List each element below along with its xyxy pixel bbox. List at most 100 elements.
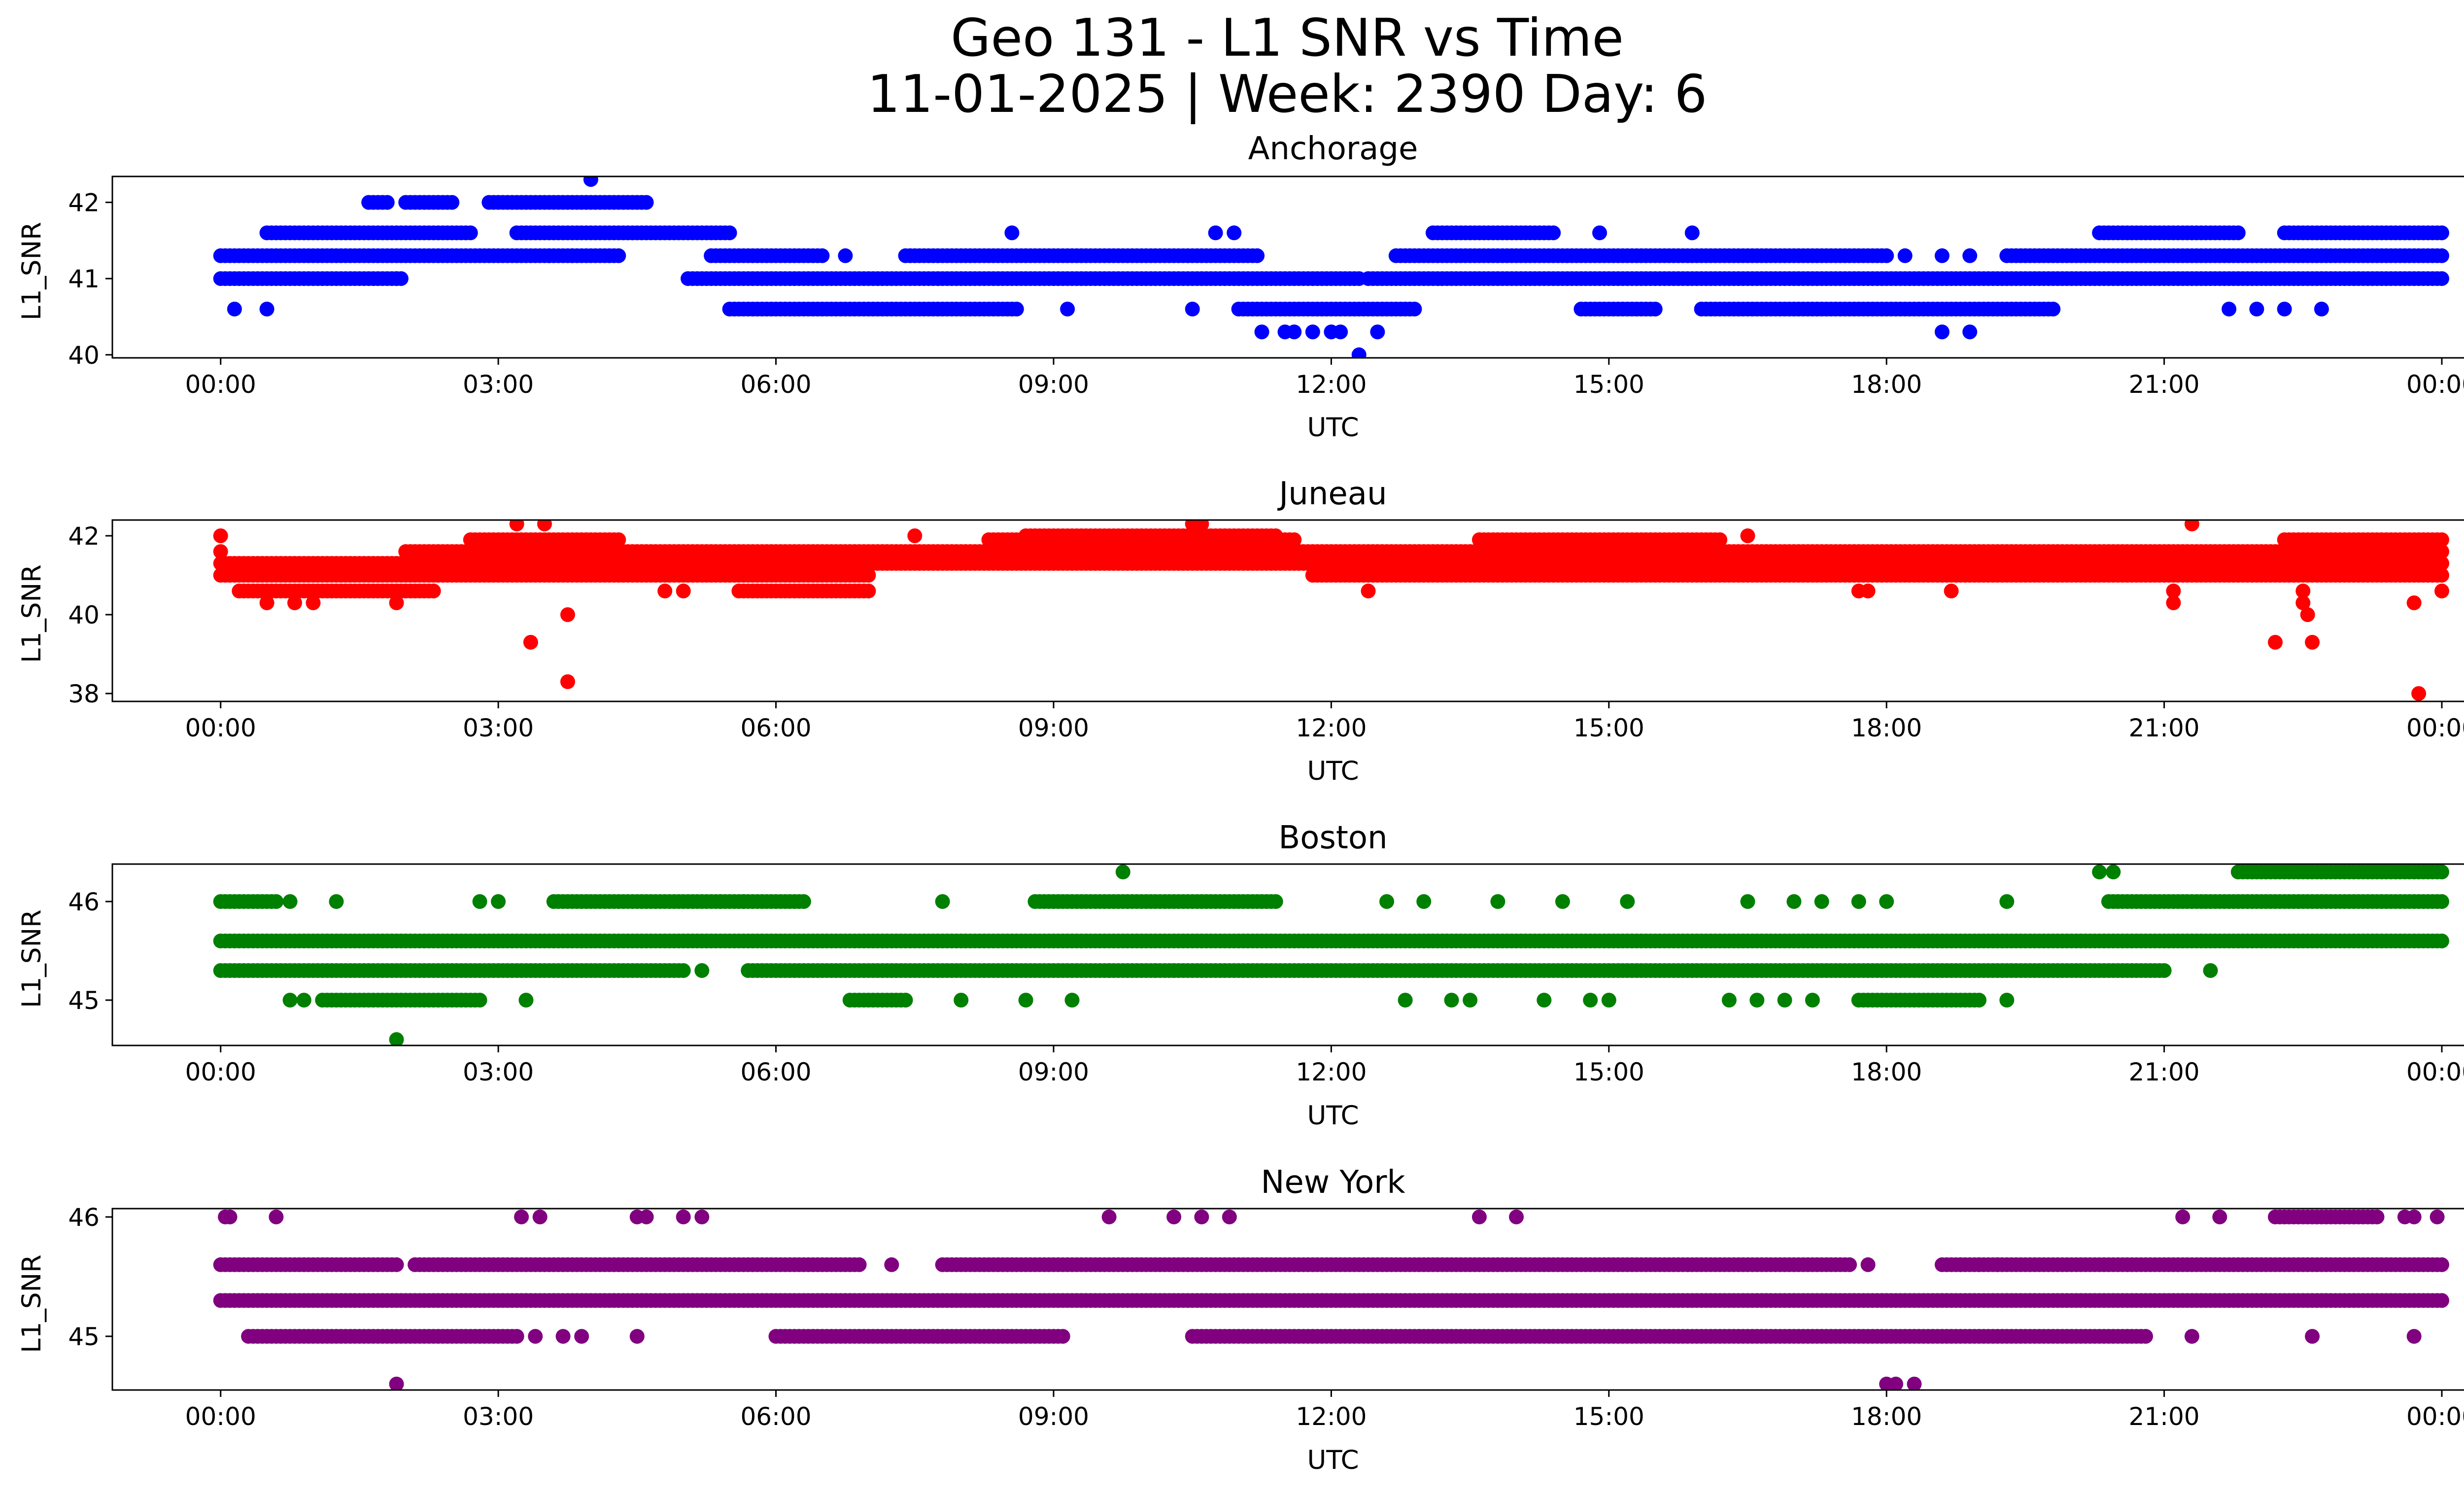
- data-points: [213, 1209, 2449, 1390]
- data-point: [713, 894, 728, 909]
- data-point: [2305, 635, 2320, 650]
- panel-boston: Boston L1_SNR UTC 00:00 03:00 06:00 09:00 12…: [17, 820, 2464, 1131]
- data-point: [2434, 568, 2449, 583]
- x-tick-label: 00:00: [185, 1058, 256, 1086]
- data-point: [1490, 894, 1506, 909]
- data-point: [1148, 963, 1163, 978]
- data-point: [2268, 635, 2283, 650]
- data-point: [1115, 865, 1130, 879]
- data-point: [935, 894, 950, 909]
- axes-frame: [111, 175, 2464, 359]
- data-point: [259, 595, 274, 610]
- data-point: [2106, 865, 2121, 879]
- data-point: [1194, 520, 1209, 531]
- data-point: [2434, 894, 2449, 909]
- data-point: [2249, 302, 2264, 316]
- data-point: [491, 894, 506, 909]
- data-point: [639, 195, 654, 210]
- data-point: [1398, 993, 1413, 1008]
- data-point: [907, 528, 923, 543]
- data-point: [2156, 963, 2172, 978]
- data-point: [389, 1032, 404, 1045]
- x-axis-label: UTC: [1307, 756, 1359, 786]
- figure-title-line1: Geo 131 - L1 SNR vs Time: [951, 8, 1624, 68]
- x-tick-label: 12:00: [1296, 714, 1367, 742]
- data-point: [1370, 324, 1385, 340]
- data-point: [2184, 520, 2199, 531]
- data-point: [1749, 993, 1765, 1008]
- data-point: [2295, 595, 2311, 610]
- data-point: [389, 595, 404, 610]
- data-point: [1537, 993, 1552, 1008]
- data-point: [2046, 302, 2061, 316]
- data-point: [426, 584, 441, 598]
- panel-anchorage: Anchorage L1_SNR UTC 00:00 03:00 06:00 09:0…: [17, 131, 2464, 443]
- data-point: [861, 568, 876, 583]
- data-point: [1287, 324, 1302, 340]
- data-point: [2222, 302, 2237, 316]
- x-tick-label: 12:00: [1296, 370, 1367, 399]
- data-point: [565, 248, 580, 263]
- data-point: [861, 584, 876, 598]
- data-point: [1287, 532, 1302, 547]
- panel-title: Anchorage: [1248, 131, 1418, 167]
- panel-new-york: New York L1_SNR UTC 00:00 03:00 06:00 09:00…: [17, 1164, 2464, 1475]
- data-point: [1018, 993, 1033, 1008]
- y-axis-label: L1_SNR: [17, 1254, 47, 1353]
- data-point: [1786, 894, 1802, 909]
- data-point: [1712, 532, 1728, 547]
- x-tick-label: 00:00: [185, 714, 256, 742]
- data-point: [2434, 544, 2449, 559]
- data-point: [2300, 607, 2315, 622]
- data-point: [1254, 324, 1269, 340]
- y-tick-label: 42: [68, 189, 100, 217]
- data-point: [1268, 528, 1283, 543]
- data-point: [296, 993, 311, 1008]
- x-tick-label: 15:00: [1574, 714, 1644, 742]
- data-point: [1777, 993, 1792, 1008]
- x-tick-label: 12:00: [1296, 1058, 1367, 1086]
- data-point: [1620, 894, 1635, 909]
- data-point: [1934, 248, 1950, 263]
- x-tick-label: 00:00: [2406, 1058, 2464, 1086]
- data-point: [1101, 963, 1117, 978]
- data-point: [1268, 894, 1283, 909]
- data-point: [2230, 225, 2246, 241]
- data-point: [537, 520, 552, 531]
- x-tick-label: 00:00: [2406, 370, 2464, 399]
- data-point: [1897, 248, 1913, 263]
- data-point: [2314, 302, 2329, 316]
- data-point: [1379, 894, 1394, 909]
- y-tick-label: 41: [68, 265, 100, 293]
- data-point: [213, 528, 228, 543]
- x-tick-label: 06:00: [741, 714, 812, 742]
- x-tick-label: 15:00: [1574, 370, 1644, 399]
- data-point: [2434, 225, 2449, 241]
- panel-juneau: Juneau L1_SNR UTC 00:00 03:00 06:00 09:00 12…: [17, 476, 2464, 786]
- data-point: [676, 963, 691, 978]
- data-point: [1740, 894, 1755, 909]
- data-point: [1208, 225, 1223, 241]
- data-point: [2166, 584, 2181, 598]
- x-tick-label: 21:00: [2129, 1058, 2200, 1086]
- data-point: [1999, 993, 2015, 1008]
- data-points: [213, 176, 2449, 358]
- data-point: [1250, 248, 1265, 263]
- data-point: [852, 1257, 867, 1272]
- data-point: [560, 607, 575, 622]
- x-tick-label: 09:00: [1018, 370, 1089, 399]
- data-point: [509, 520, 524, 531]
- data-point: [611, 532, 626, 547]
- data-point: [2434, 532, 2449, 547]
- y-tick-label: 45: [68, 986, 100, 1015]
- data-point: [694, 963, 710, 978]
- x-tick-label: 03:00: [463, 714, 534, 742]
- data-point: [1721, 993, 1737, 1008]
- data-point: [2434, 934, 2449, 948]
- axes-frame: [111, 519, 2464, 702]
- x-tick-label: 03:00: [463, 1058, 534, 1086]
- data-point: [722, 225, 737, 241]
- data-point: [2166, 595, 2181, 610]
- data-point: [389, 271, 404, 286]
- data-point: [2434, 584, 2449, 598]
